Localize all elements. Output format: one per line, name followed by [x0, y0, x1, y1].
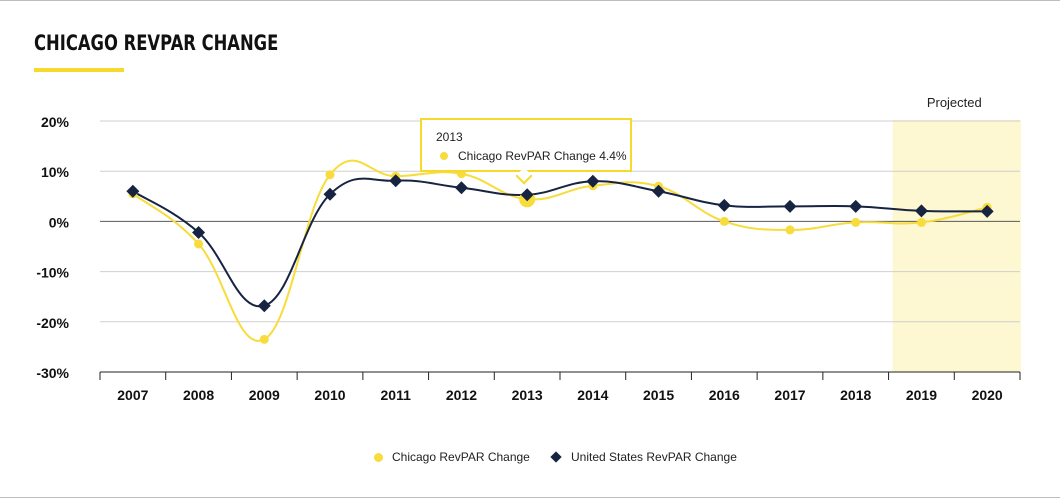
- legend-label-chicago: Chicago RevPAR Change: [392, 450, 530, 464]
- y-tick-label: 10%: [41, 164, 70, 180]
- legend-item-us[interactable]: United States RevPAR Change: [550, 450, 737, 464]
- y-tick-label: -30%: [36, 365, 69, 381]
- us-data-point[interactable]: [258, 299, 271, 312]
- us-data-point[interactable]: [849, 200, 862, 213]
- bottom-divider: [0, 497, 1060, 498]
- us-data-point[interactable]: [718, 199, 731, 212]
- x-tick-label: 2019: [906, 387, 937, 403]
- us-data-point[interactable]: [784, 200, 797, 213]
- legend-diamond-icon: [550, 451, 561, 462]
- chicago-data-point[interactable]: [786, 225, 795, 234]
- tooltip-year: 2013: [436, 130, 463, 144]
- x-tick-label: 2009: [249, 387, 280, 403]
- us-series-line: [133, 179, 987, 307]
- x-tick-label: 2008: [183, 387, 214, 403]
- x-tick-label: 2012: [446, 387, 477, 403]
- data-tooltip: 2013 Chicago RevPAR Change 4.4%: [420, 118, 632, 172]
- revpar-line-chart: Projected 20% 10% 0% -10% -20% -30% 2007 2008 2…: [0, 0, 1060, 440]
- chicago-data-point[interactable]: [851, 218, 860, 227]
- tooltip-row: Chicago RevPAR Change 4.4%: [440, 149, 627, 163]
- x-tick-label: 2011: [381, 387, 412, 403]
- chicago-data-point[interactable]: [917, 218, 926, 227]
- x-tick-label: 2007: [117, 387, 148, 403]
- x-tick-label: 2020: [972, 387, 1003, 403]
- chicago-data-point[interactable]: [326, 170, 335, 179]
- y-tick-label: 0%: [49, 214, 70, 230]
- x-tick-label: 2017: [774, 387, 805, 403]
- x-tick-label: 2016: [709, 387, 740, 403]
- x-tick-label: 2015: [643, 387, 674, 403]
- chicago-data-point[interactable]: [260, 335, 269, 344]
- x-tick-label: 2013: [512, 387, 543, 403]
- us-data-point[interactable]: [455, 181, 468, 194]
- x-tick-label: 2010: [314, 387, 345, 403]
- legend-label-us: United States RevPAR Change: [571, 450, 737, 464]
- chicago-data-point[interactable]: [194, 239, 203, 248]
- legend-circle-icon: [374, 453, 383, 462]
- y-tick-label: 20%: [41, 114, 70, 130]
- projected-band: [893, 120, 1021, 372]
- tooltip-series-dot: [440, 152, 448, 160]
- x-tick-label: 2018: [840, 387, 871, 403]
- tooltip-text: Chicago RevPAR Change 4.4%: [458, 149, 627, 163]
- legend-item-chicago[interactable]: Chicago RevPAR Change: [374, 450, 530, 464]
- chicago-data-point[interactable]: [720, 217, 729, 226]
- y-tick-label: -10%: [36, 265, 69, 281]
- projected-label: Projected: [927, 95, 982, 110]
- x-tick-label: 2014: [577, 387, 608, 403]
- y-tick-label: -20%: [36, 315, 69, 331]
- chart-legend: Chicago RevPAR Change United States RevP…: [0, 450, 1060, 470]
